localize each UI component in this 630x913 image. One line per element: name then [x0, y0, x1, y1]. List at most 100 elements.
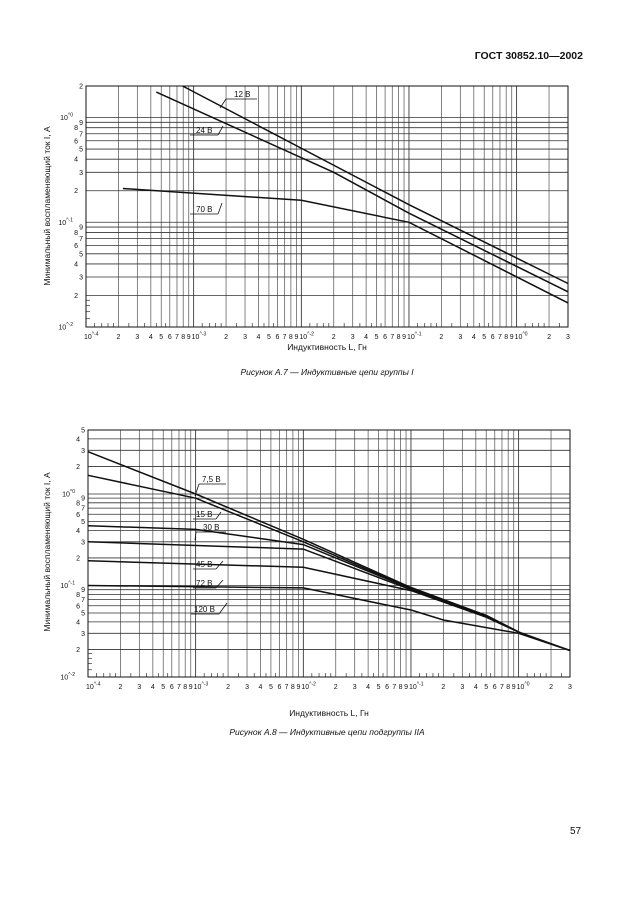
y-tick-label: 10^-1 [58, 217, 73, 227]
x-tick-label: 10^-2 [301, 682, 316, 692]
x-tick-label: 3 [137, 684, 141, 691]
y-tick-label: 5 [79, 251, 83, 258]
y-tick-label: 3 [81, 631, 85, 638]
y-tick-label: 2 [74, 293, 78, 300]
x-tick-label: 4 [474, 684, 478, 691]
x-tick-label: 6 [493, 684, 497, 691]
y-tick-label: 10^-1 [60, 580, 75, 590]
x-tick-label: 5 [377, 684, 381, 691]
x-tick-label: 9 [402, 334, 406, 341]
x-tick-label: 9 [512, 684, 516, 691]
x-tick-label: 2 [439, 334, 443, 341]
y-tick-label: 3 [81, 539, 85, 546]
x-tick-label: 5 [375, 334, 379, 341]
x-tick-label: 10^-4 [86, 682, 101, 692]
series-line-24-В [155, 91, 569, 293]
x-tick-label: 3 [568, 684, 572, 691]
x-tick-label: 2 [118, 684, 122, 691]
x-tick-label: 8 [397, 334, 401, 341]
x-tick-label: 7 [177, 684, 181, 691]
x-tick-label: 3 [135, 334, 139, 341]
y-tick-label: 3 [81, 448, 85, 455]
x-tick-label: 2 [116, 334, 120, 341]
y-tick-label: 4 [76, 436, 80, 443]
x-tick-label: 8 [181, 334, 185, 341]
series-label-leader [217, 202, 223, 215]
series-line-70-В [122, 187, 569, 304]
x-tick-label: 9 [189, 684, 193, 691]
x-tick-label: 3 [353, 684, 357, 691]
y-tick-label: 9 [79, 225, 83, 232]
chart-1: 10^-4 2 3 4 5 6 7 8 9 10^-3 2 3 4 5 6 7 8 9 10^-2 2 3 4 5 6 7 8 9 1… [42, 84, 570, 353]
x-axis-label: Индуктивность L, Гн [289, 708, 369, 718]
x-tick-label: 4 [366, 684, 370, 691]
x-tick-label: 8 [183, 684, 187, 691]
x-tick-label: 4 [364, 334, 368, 341]
series-line-72-В [87, 560, 519, 633]
x-tick-label: 6 [383, 334, 387, 341]
x-tick-label: 2 [226, 684, 230, 691]
x-tick-label: 3 [566, 334, 570, 341]
x-tick-label: 2 [547, 334, 551, 341]
y-tick-label: 4 [76, 619, 80, 626]
x-tick-label: 7 [392, 684, 396, 691]
y-tick-label: 7 [79, 236, 83, 243]
figure-a7-caption: Рисунок А.7 — Индуктивные цепи группы I [240, 367, 414, 377]
series-label: 12 В [234, 90, 250, 99]
series-label: 72 В [196, 579, 212, 588]
y-tick-label: 9 [79, 120, 83, 127]
page-number: 57 [570, 826, 582, 837]
x-tick-label: 7 [283, 334, 287, 341]
x-tick-label: 8 [291, 684, 295, 691]
series-label: 24 В [196, 126, 212, 135]
y-tick-label: 7 [81, 597, 85, 604]
plot-frame [85, 85, 569, 328]
series-label-leader [194, 483, 200, 497]
y-tick-label: 5 [81, 428, 85, 435]
x-tick-label: 6 [168, 334, 172, 341]
y-tick-label: 5 [79, 147, 83, 154]
y-tick-label: 5 [81, 519, 85, 526]
y-tick-label: 7 [79, 131, 83, 138]
x-tick-label: 8 [506, 684, 510, 691]
x-tick-label: 3 [460, 684, 464, 691]
x-tick-label: 10^-4 [84, 332, 99, 342]
y-axis-label: Минимальный воспламеняющий ток I, А [42, 472, 52, 632]
y-tick-label: 5 [81, 611, 85, 618]
series-line-120-В [87, 584, 571, 652]
x-tick-label: 8 [504, 334, 508, 341]
document-code-header: ГОСТ 30852.10—2002 [474, 50, 583, 62]
series-label: 120 В [194, 605, 215, 614]
series-label: 70 В [196, 205, 212, 214]
x-tick-label: 6 [277, 684, 281, 691]
x-tick-label: 10^-1 [407, 332, 422, 342]
x-tick-label: 10^-2 [299, 332, 314, 342]
figure-a8-caption: Рисунок А.8 — Индуктивные цепи подгруппы… [229, 727, 425, 737]
series-label-leader [218, 602, 228, 615]
x-tick-label: 5 [159, 334, 163, 341]
y-tick-label: 8 [76, 500, 80, 507]
series-label-leader [194, 531, 197, 541]
x-tick-label: 10^-3 [194, 682, 209, 692]
x-tick-label: 8 [289, 334, 293, 341]
y-tick-label: 6 [76, 603, 80, 610]
y-tick-label: 8 [74, 125, 78, 132]
chart-2: 10^-4 2 3 4 5 6 7 8 9 10^-3 2 3 4 5 6 7 8 9 10^-2 2 3 4 5 6 7 8 9 1… [42, 428, 572, 719]
y-tick-label: 4 [74, 261, 78, 268]
x-tick-label: 6 [385, 684, 389, 691]
series-label: 30 В [203, 523, 219, 532]
x-tick-label: 5 [267, 334, 271, 341]
y-tick-label: 10^0 [62, 489, 75, 499]
x-tick-label: 2 [549, 684, 553, 691]
y-tick-label: 2 [76, 464, 80, 471]
y-tick-label: 6 [74, 243, 78, 250]
y-tick-label: 6 [76, 512, 80, 519]
x-tick-label: 5 [482, 334, 486, 341]
x-tick-label: 7 [285, 684, 289, 691]
x-tick-label: 4 [151, 684, 155, 691]
y-tick-label: 10^-2 [60, 672, 75, 682]
x-tick-label: 4 [472, 334, 476, 341]
x-tick-label: 5 [484, 684, 488, 691]
series-label: 15 В [196, 510, 212, 519]
